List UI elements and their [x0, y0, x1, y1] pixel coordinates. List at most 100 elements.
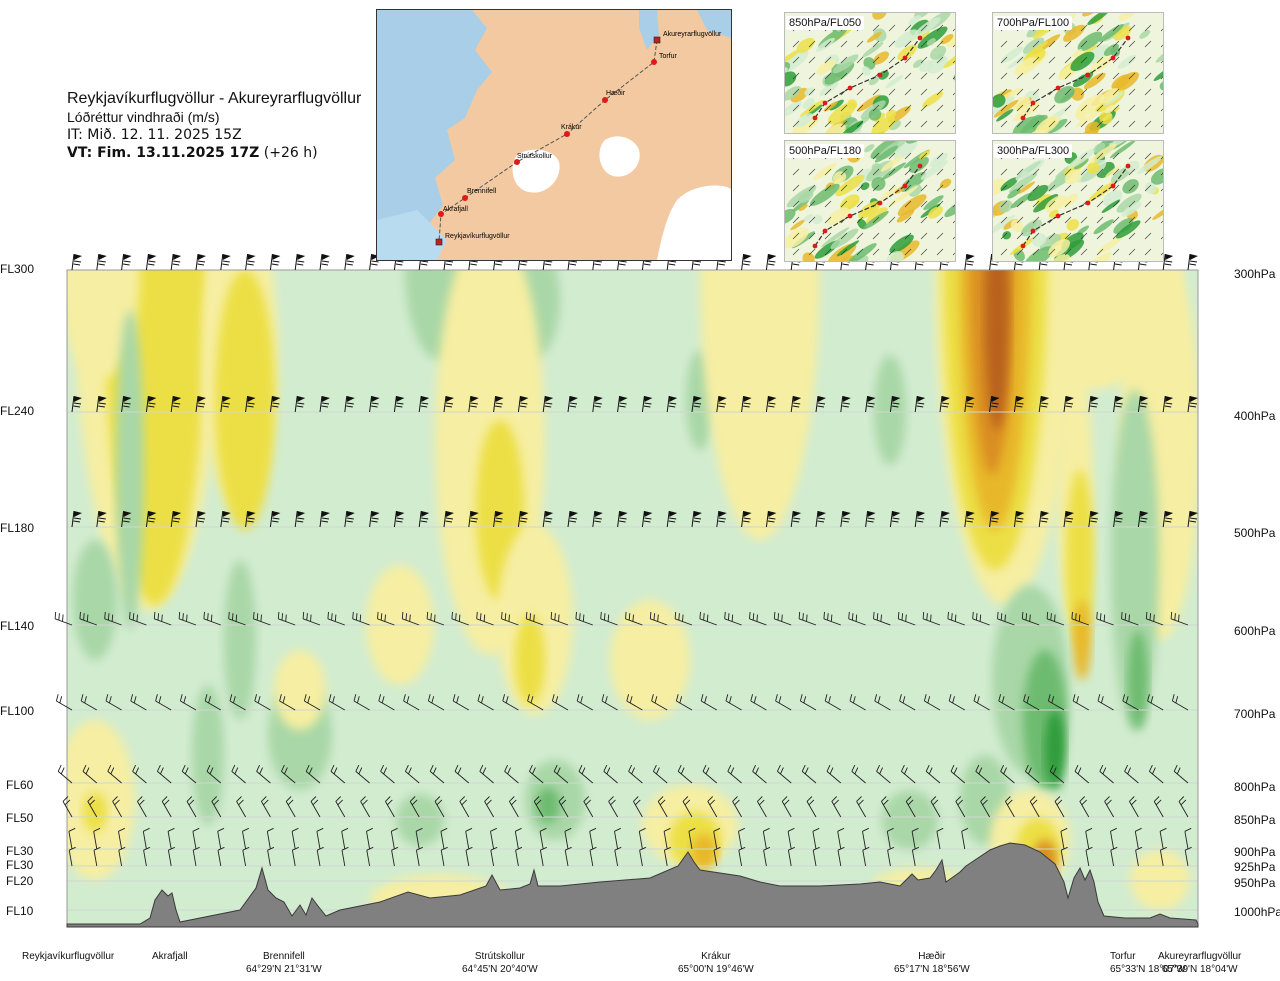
mini-map-cell — [1105, 165, 1122, 178]
mini-map-cell — [1113, 218, 1134, 234]
mini-map-barb — [1112, 56, 1120, 64]
mini-map-barb — [872, 152, 880, 160]
fl-label: FL240 — [0, 404, 35, 418]
mini-map-cell — [1116, 193, 1142, 213]
mini-map-barb — [1128, 216, 1136, 224]
map-label-torfur: Torfur — [659, 53, 678, 60]
station-haedir: Hæðir 65°17'N 18°56'W — [894, 950, 970, 976]
wind-barb — [377, 611, 395, 626]
mini-map-barb — [1032, 184, 1040, 192]
wind-barb — [426, 611, 445, 626]
wind-barb — [1099, 764, 1114, 784]
mini-map-barb — [888, 56, 896, 64]
wind-barb — [775, 694, 792, 711]
wind-barb — [93, 827, 101, 850]
mini-map-700hpa[interactable]: 700hPa/FL100 — [992, 12, 1164, 134]
wind-barb — [1184, 827, 1192, 850]
mini-map-barb — [904, 232, 912, 240]
mini-map-barb — [792, 40, 800, 48]
mini-map-barb — [808, 120, 816, 128]
mini-map-barb — [952, 44, 955, 48]
wind-barb — [204, 694, 222, 711]
wind-barb — [1013, 510, 1025, 528]
mini-map-cell — [1084, 121, 1101, 133]
mini-map-barb — [1048, 216, 1056, 224]
mini-map-barb — [872, 40, 880, 48]
mini-map-barb — [1000, 56, 1008, 64]
mini-map-barb — [792, 232, 800, 240]
mini-map-cell — [1002, 231, 1012, 240]
mini-map-cell — [827, 207, 850, 226]
wind-barb — [71, 253, 82, 271]
mini-map-barb — [904, 200, 912, 208]
mini-map-barb — [1080, 168, 1088, 176]
mini-map-cell — [786, 185, 817, 208]
wind-barb — [1122, 694, 1139, 711]
hpa-label: 700hPa — [1234, 707, 1276, 721]
wind-barb — [380, 764, 395, 784]
wind-barb — [418, 510, 430, 528]
mini-map-850hpa[interactable]: 850hPa/FL050 — [784, 12, 956, 134]
mini-map-cell — [809, 183, 840, 206]
wind-barb — [328, 694, 346, 711]
mini-map-cell — [792, 199, 810, 212]
mini-map-waypoint — [902, 55, 908, 61]
mini-map-cell — [1111, 74, 1131, 90]
wind-barb — [997, 611, 1015, 626]
wind-barb — [798, 611, 817, 626]
mini-map-waypoint — [812, 115, 818, 121]
wind-barb — [267, 846, 275, 867]
mini-map-barb — [1032, 104, 1040, 112]
wind-barb — [401, 611, 420, 626]
mini-map-barb — [952, 172, 955, 176]
mini-map-cell — [1152, 206, 1163, 220]
mini-map-barb — [904, 248, 912, 256]
wind-barb — [302, 611, 321, 626]
mini-map-cell — [1020, 114, 1048, 133]
mini-map-barb — [904, 40, 912, 48]
wind-barb — [955, 796, 966, 818]
mini-map-barb — [1128, 184, 1136, 192]
route-map[interactable]: Akureyrarflugvöllur Torfur Hæðir Krákur … — [376, 9, 732, 261]
hpa-label: 925hPa — [1234, 860, 1276, 874]
wind-barb — [514, 827, 522, 850]
mini-map-barb — [1128, 200, 1136, 208]
wind-barb — [192, 846, 200, 867]
mini-map-cell — [830, 228, 859, 249]
mini-map-cell — [1062, 193, 1079, 207]
mini-map-barb — [840, 232, 848, 240]
wind-barb — [170, 253, 182, 271]
mini-map-cell — [888, 185, 919, 207]
wind-barb — [765, 253, 777, 271]
hpa-label: 1000hPa — [1234, 905, 1280, 919]
wind-barb — [54, 611, 73, 626]
mini-map-barb — [1096, 24, 1104, 32]
mini-map-cell — [816, 37, 835, 52]
mini-map-barb — [1144, 248, 1152, 256]
mini-map-barb — [952, 252, 955, 256]
mini-map-cell — [790, 219, 806, 231]
mini-map-barb — [856, 40, 864, 48]
mini-map-500hpa[interactable]: 500hPa/FL180 — [784, 140, 956, 262]
mini-map-route — [814, 37, 921, 119]
wind-barb — [691, 510, 702, 528]
mini-map-barb — [1128, 104, 1136, 112]
mini-map-barb — [1048, 104, 1056, 112]
wind-barb — [112, 796, 122, 818]
mini-map-300hpa[interactable]: 300hPa/FL300 — [992, 140, 1164, 262]
wind-barb — [564, 827, 572, 850]
wind-barb — [826, 764, 842, 784]
mini-map-barb — [840, 216, 848, 224]
wind-barb — [366, 827, 373, 850]
wind-barb — [327, 611, 345, 626]
mini-map-barb — [1080, 88, 1088, 96]
mini-map-barb — [824, 40, 832, 48]
fl-label: FL30 — [6, 858, 34, 872]
wind-barb — [87, 796, 98, 818]
mini-map-barb — [792, 200, 800, 208]
fl-label: FL10 — [6, 904, 34, 918]
wind-barb — [641, 395, 653, 413]
wind-barb — [517, 510, 529, 528]
mini-map-barb — [1064, 40, 1072, 48]
wind-barb — [564, 846, 572, 867]
